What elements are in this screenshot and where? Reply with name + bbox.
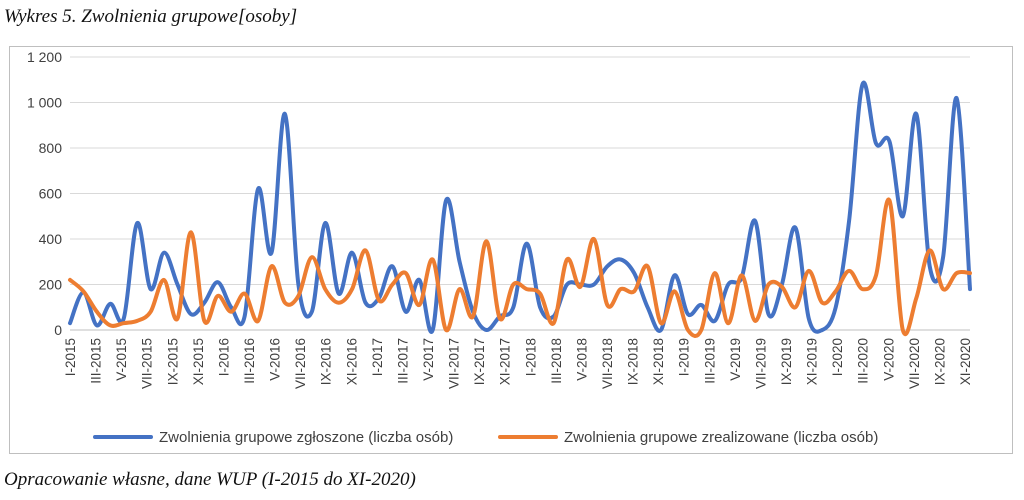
x-tick-label: III-2018 [549,338,564,384]
series-line-zgloszone [68,80,972,334]
series-lines [68,80,972,338]
x-tick-label: I-2020 [830,338,845,376]
x-tick-label: III-2015 [89,338,104,384]
x-tick-label: VII-2015 [140,338,155,389]
x-tick-label: V-2018 [574,338,589,381]
x-tick-label: VII-2017 [447,338,462,389]
legend-label: Zwolnienia grupowe zgłoszone (liczba osó… [159,429,453,446]
x-tick-label: XI-2019 [805,338,820,385]
x-tick-label: V-2016 [268,338,283,381]
series-line-zrealizowane [68,197,972,338]
x-tick-label: I-2018 [523,338,538,376]
x-tick-label: XI-2017 [498,338,513,385]
x-tick-label: XI-2016 [344,338,359,385]
x-tick-label: VII-2016 [293,338,308,389]
x-tick-label: V-2017 [421,338,436,381]
x-tick-label: IX-2020 [932,338,947,385]
x-tick-label: XI-2015 [191,338,206,385]
x-tick-label: III-2019 [702,338,717,384]
x-tick-label: XI-2018 [651,338,666,385]
x-tick-label: XI-2020 [958,338,973,385]
x-tick-label: IX-2018 [626,338,641,385]
x-tick-label: V-2015 [114,338,129,381]
y-tick-label: 1 000 [27,95,62,111]
y-tick-label: 600 [39,186,63,202]
legend-label: Zwolnienia grupowe zrealizowane (liczba … [564,429,878,446]
x-tick-label: V-2020 [881,338,896,381]
x-tick-label: VII-2019 [753,338,768,389]
x-tick-label: IX-2016 [319,338,334,385]
x-tick-label: V-2019 [728,338,743,381]
x-axis: I-2015 III-2015 V-2015 VII-2015 IX-2015 XI-20… [63,338,973,389]
y-axis: 0 200 400 600 800 1 000 1 200 [27,49,62,338]
x-tick-label: III-2020 [856,338,871,384]
x-tick-label: IX-2017 [472,338,487,385]
x-tick-label: VII-2018 [600,338,615,389]
x-tick-label: IX-2019 [779,338,794,385]
x-tick-label: VII-2020 [907,338,922,389]
x-tick-label: III-2016 [242,338,257,384]
x-tick-label: I-2019 [677,338,692,376]
chart-title: Wykres 5. Zwolnienia grupowe[osoby] [4,6,298,27]
x-tick-label: I-2015 [63,338,78,376]
source-caption: Opracowanie własne, dane WUP (I-2015 do … [4,469,416,490]
legend: Zwolnienia grupowe zgłoszone (liczba osó… [93,429,878,446]
x-tick-label: I-2017 [370,338,385,376]
x-tick-label: I-2016 [216,338,231,376]
y-tick-label: 1 200 [27,49,62,65]
chart-frame [9,46,1013,454]
y-tick-label: 200 [39,277,63,293]
x-tick-label: III-2017 [395,338,410,384]
x-tick-label: IX-2015 [165,338,180,385]
y-tick-label: 0 [54,322,62,338]
y-tick-label: 400 [39,231,63,247]
y-tick-label: 800 [39,140,63,156]
